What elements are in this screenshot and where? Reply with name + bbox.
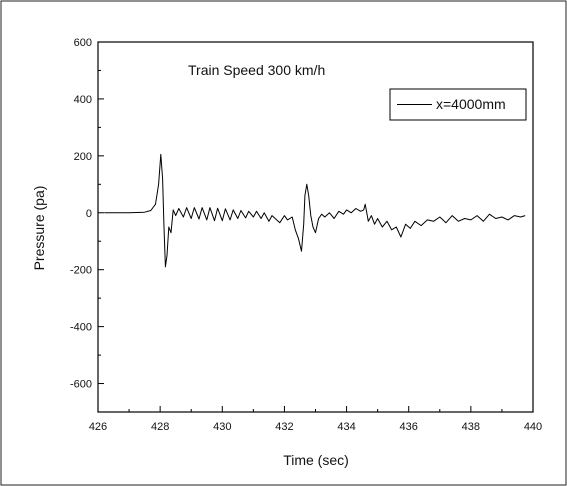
legend-label: x=4000mm bbox=[436, 96, 506, 112]
x-tick-label: 430 bbox=[213, 421, 231, 433]
x-tick-label: 434 bbox=[337, 421, 355, 433]
y-tick-label: -400 bbox=[70, 322, 92, 334]
x-tick-label: 440 bbox=[524, 421, 542, 433]
y-tick-label: -200 bbox=[70, 265, 92, 277]
chart-title: Train Speed 300 km/h bbox=[188, 62, 325, 78]
y-tick-label: 0 bbox=[86, 208, 92, 220]
x-axis-title: Time (sec) bbox=[283, 452, 349, 468]
x-tick-label: 428 bbox=[151, 421, 169, 433]
y-tick-label: 400 bbox=[74, 94, 92, 106]
x-tick-label: 436 bbox=[400, 421, 418, 433]
y-tick-label: 200 bbox=[74, 151, 92, 163]
y-axis-title: Pressure (pa) bbox=[31, 186, 47, 271]
series-layer bbox=[104, 153, 526, 268]
series-line bbox=[104, 153, 526, 268]
y-tick-label: 600 bbox=[74, 37, 92, 49]
x-axis-ticks: 426 428 430 432 434 436 438 440 bbox=[89, 406, 542, 433]
legend: x=4000mm bbox=[389, 88, 527, 121]
y-tick-label: -600 bbox=[70, 379, 92, 391]
x-tick-label: 432 bbox=[275, 421, 293, 433]
y-axis-ticks: -600 -400 -200 0 200 400 600 bbox=[70, 37, 104, 413]
x-tick-label: 438 bbox=[462, 421, 480, 433]
x-tick-label: 426 bbox=[89, 421, 107, 433]
